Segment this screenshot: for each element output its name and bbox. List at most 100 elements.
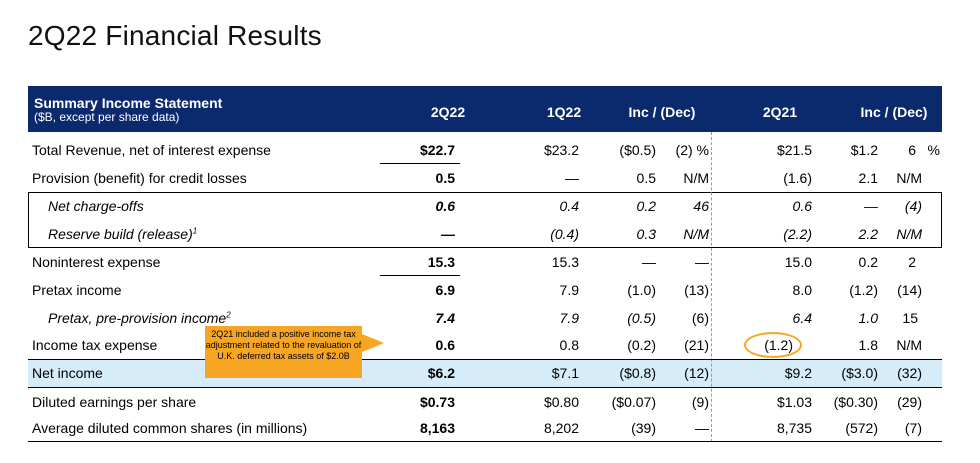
table-row-pretax-income: Pretax income 6.9 7.9 (1.0) (13) 8.0 (1.… bbox=[28, 276, 942, 304]
cell-inc-dec-amt: (1.0) bbox=[627, 282, 656, 298]
cell-1q22: 0.4 bbox=[559, 198, 579, 214]
cell-inc-dec-amt: (39) bbox=[631, 420, 656, 436]
cell-inc-dec-amt: 0.5 bbox=[636, 170, 656, 186]
cell-inc-dec-pct: (9) bbox=[691, 394, 709, 410]
cell-1q22: 15.3 bbox=[551, 254, 579, 270]
cell-2q22: 15.3 bbox=[427, 254, 455, 270]
callout-arrow-icon bbox=[362, 334, 384, 352]
cell-inc-dec-pct: (12) bbox=[684, 365, 709, 381]
col-header-inc-dec-1: Inc / (Dec) bbox=[628, 104, 696, 120]
table-row-diluted-eps: Diluted earnings per share $0.73 $0.80 (… bbox=[28, 388, 942, 416]
row-label-text: Reserve build (release) bbox=[48, 226, 193, 242]
cell-2q22: $0.73 bbox=[419, 394, 455, 410]
row-label: Net income bbox=[32, 365, 103, 381]
cell-1q22: (0.4) bbox=[550, 226, 579, 242]
cell-inc-dec-pct-2: N/M bbox=[896, 337, 922, 353]
cell-inc-dec-pct: — bbox=[695, 420, 709, 436]
cell-2q22: 0.6 bbox=[435, 337, 455, 353]
cell-2q22: $6.2 bbox=[427, 365, 455, 381]
row-label: Net charge-offs bbox=[48, 198, 144, 214]
row-label: Reserve build (release)1 bbox=[48, 226, 197, 242]
cell-inc-dec-amt-2: (1.2) bbox=[849, 282, 878, 298]
cell-inc-dec-pct-2: (32) bbox=[897, 365, 922, 381]
statement-title: Summary Income Statement bbox=[34, 95, 223, 111]
highlight-ring bbox=[744, 332, 802, 358]
cell-inc-dec-pct-2: N/M bbox=[896, 170, 922, 186]
table-row-noninterest-expense: Noninterest expense 15.3 15.3 — — 15.0 0… bbox=[28, 248, 942, 276]
cell-inc-dec-pct-2: 15 bbox=[902, 310, 918, 326]
callout-note: 2Q21 included a positive income tax adju… bbox=[205, 326, 362, 378]
cell-inc-dec-pct-2: (4) bbox=[904, 198, 922, 214]
cell-1q22: — bbox=[565, 170, 579, 186]
separator-line bbox=[380, 275, 460, 276]
col-header-inc-dec-2: Inc / (Dec) bbox=[860, 104, 928, 120]
row-label: Pretax income bbox=[32, 282, 122, 298]
cell-2q21: 0.6 bbox=[792, 198, 812, 214]
net-income-highlight bbox=[28, 359, 942, 387]
cell-1q22: $23.2 bbox=[543, 142, 579, 158]
table-row-total-revenue: Total Revenue, net of interest expense $… bbox=[28, 136, 942, 164]
table-row-reserve-build: Reserve build (release)1 — (0.4) 0.3 N/M… bbox=[28, 220, 942, 248]
statement-subtitle: ($B, except per share data) bbox=[34, 110, 180, 124]
cell-2q21: 8,735 bbox=[776, 420, 812, 436]
table-header: Summary Income Statement ($B, except per… bbox=[28, 86, 942, 132]
cell-inc-dec-amt-2: 1.8 bbox=[858, 337, 878, 353]
cell-inc-dec-amt: (0.2) bbox=[627, 337, 656, 353]
cell-pct-sign: % bbox=[927, 142, 940, 158]
callout-text: 2Q21 included a positive income tax adju… bbox=[205, 329, 362, 361]
cell-inc-dec-amt-2: 1.0 bbox=[858, 310, 878, 326]
cell-inc-dec-amt-2: 0.2 bbox=[858, 254, 878, 270]
footnote-marker: 2 bbox=[226, 310, 231, 320]
table-row-income-tax: Income tax expense 0.6 0.8 (0.2) (21) (1… bbox=[28, 331, 942, 359]
cell-inc-dec-pct-2: (14) bbox=[897, 282, 922, 298]
separator-line bbox=[380, 163, 460, 164]
cell-inc-dec-pct: (2) % bbox=[675, 142, 709, 158]
cell-2q22: 6.9 bbox=[435, 282, 455, 298]
cell-2q21: 8.0 bbox=[792, 282, 812, 298]
col-header-2q22: 2Q22 bbox=[430, 104, 466, 120]
row-label: Pretax, pre-provision income2 bbox=[48, 310, 231, 326]
cell-inc-dec-amt-2: (572) bbox=[845, 420, 878, 436]
col-header-2q21: 2Q21 bbox=[762, 104, 798, 120]
cell-inc-dec-amt-2: ($0.30) bbox=[833, 394, 878, 410]
row-label: Total Revenue, net of interest expense bbox=[32, 142, 271, 158]
col-header-1q22: 1Q22 bbox=[546, 104, 582, 120]
cell-inc-dec-pct-2: 2 bbox=[908, 254, 916, 270]
cell-2q21: 15.0 bbox=[784, 254, 812, 270]
cell-inc-dec-amt-2: $1.2 bbox=[850, 142, 878, 158]
cell-2q21: 6.4 bbox=[792, 310, 812, 326]
cell-1q22: 8,202 bbox=[543, 420, 579, 436]
cell-inc-dec-amt-2: 2.2 bbox=[858, 226, 878, 242]
cell-inc-dec-pct: 46 bbox=[693, 198, 709, 214]
cell-2q21: $9.2 bbox=[784, 365, 812, 381]
cell-inc-dec-pct-2: (29) bbox=[897, 394, 922, 410]
cell-inc-dec-amt-2: 2.1 bbox=[858, 170, 878, 186]
row-label: Average diluted common shares (in millio… bbox=[32, 420, 308, 436]
cell-1q22: $0.80 bbox=[543, 394, 579, 410]
cell-inc-dec-pct: N/M bbox=[683, 226, 709, 242]
footnote-marker: 1 bbox=[192, 226, 198, 236]
cell-inc-dec-amt: ($0.5) bbox=[619, 142, 656, 158]
cell-inc-dec-amt: ($0.8) bbox=[619, 365, 656, 381]
cell-2q21: $1.03 bbox=[776, 394, 812, 410]
cell-2q22: 8,163 bbox=[419, 420, 455, 436]
cell-1q22: 0.8 bbox=[559, 337, 579, 353]
table-row-provision: Provision (benefit) for credit losses 0.… bbox=[28, 164, 942, 192]
cell-inc-dec-amt: (0.5) bbox=[627, 310, 656, 326]
cell-inc-dec-amt-2: ($3.0) bbox=[841, 365, 878, 381]
table-row-net-charge-offs: Net charge-offs 0.6 0.4 0.2 46 0.6 — (4) bbox=[28, 192, 942, 220]
cell-2q22: 0.5 bbox=[435, 170, 455, 186]
cell-inc-dec-amt: — bbox=[642, 254, 656, 270]
row-label: Diluted earnings per share bbox=[32, 394, 197, 410]
cell-inc-dec-pct: — bbox=[695, 254, 709, 270]
cell-inc-dec-pct: (21) bbox=[684, 337, 709, 353]
cell-2q22: 0.6 bbox=[435, 198, 455, 214]
row-label-text: Pretax, pre-provision income bbox=[48, 310, 227, 326]
cell-2q22: 7.4 bbox=[435, 310, 455, 326]
cell-2q21: (2.2) bbox=[783, 226, 812, 242]
row-label: Income tax expense bbox=[32, 337, 158, 353]
cell-1q22: 7.9 bbox=[559, 282, 579, 298]
cell-inc-dec-pct: (6) bbox=[691, 310, 709, 326]
cell-1q22: $7.1 bbox=[551, 365, 579, 381]
cell-inc-dec-pct-2: (7) bbox=[904, 420, 922, 436]
